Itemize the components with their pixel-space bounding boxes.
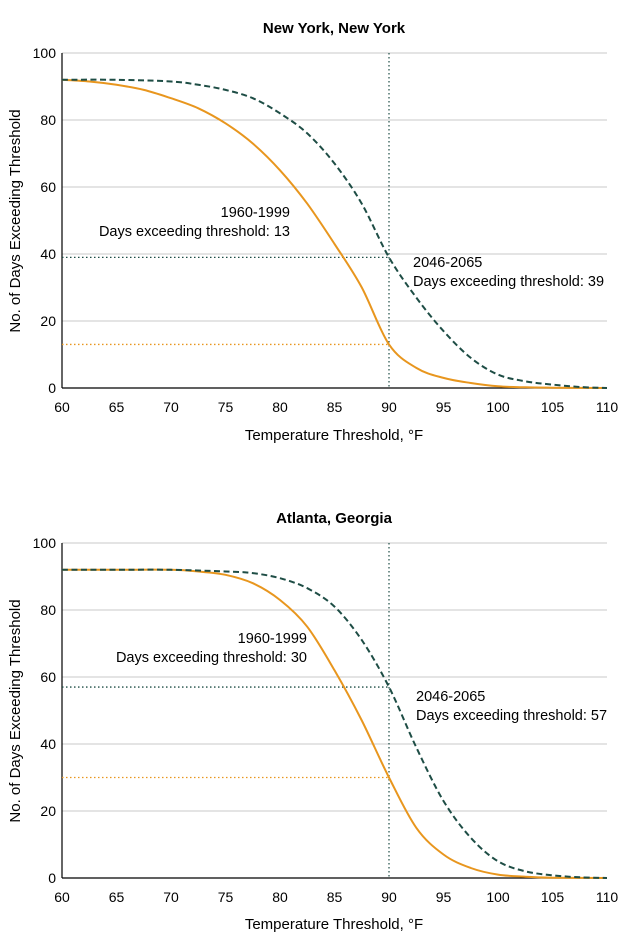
annotation-1960-1999-period: 1960-1999	[221, 205, 290, 221]
y-tick-label: 100	[33, 45, 57, 61]
x-tick-labels: 60 65 70 75 80 85 90 95 100 105 110	[54, 399, 618, 415]
x-tick-label: 100	[486, 399, 510, 415]
annotation-1960-1999-days: Days exceeding threshold: 13	[99, 224, 290, 240]
y-axis-label: No. of Days Exceeding Threshold	[7, 599, 24, 822]
x-tick-label: 105	[541, 889, 565, 905]
y-tick-label: 20	[40, 803, 56, 819]
y-tick-label: 40	[40, 736, 56, 752]
y-tick-label: 20	[40, 313, 56, 329]
y-tick-label: 40	[40, 246, 56, 262]
annotation-1960-1999-period: 1960-1999	[238, 631, 307, 647]
y-tick-label: 100	[33, 535, 57, 551]
annotation-2046-2065-period: 2046-2065	[413, 255, 482, 271]
series-line-2046-2065	[62, 568, 608, 879]
y-tick-label: 60	[40, 179, 56, 195]
y-tick-label: 0	[48, 380, 56, 396]
x-tick-label: 75	[218, 889, 234, 905]
x-tick-label: 90	[381, 889, 397, 905]
x-tick-label: 75	[218, 399, 234, 415]
gridlines	[61, 52, 607, 389]
x-axis-label: Temperature Threshold, °F	[245, 916, 423, 933]
x-tick-label: 60	[54, 399, 70, 415]
y-axis-label: No. of Days Exceeding Threshold	[7, 109, 24, 332]
chart-title: Atlanta, Georgia	[276, 510, 393, 527]
x-tick-label: 85	[327, 399, 343, 415]
y-tick-label: 80	[40, 602, 56, 618]
x-tick-label: 105	[541, 399, 565, 415]
x-tick-label: 95	[436, 399, 452, 415]
y-tick-label: 60	[40, 669, 56, 685]
annotation-2046-2065-days: Days exceeding threshold: 39	[413, 274, 604, 290]
x-tick-label: 80	[272, 399, 288, 415]
x-tick-label: 65	[109, 889, 125, 905]
annotation-2046-2065-days: Days exceeding threshold: 57	[416, 708, 607, 724]
chart-title: New York, New York	[263, 20, 406, 37]
x-tick-label: 110	[596, 889, 619, 905]
y-tick-label: 80	[40, 112, 56, 128]
x-tick-label: 60	[54, 889, 70, 905]
gridlines	[61, 542, 607, 879]
chart-new-york: New York, New York 60 65 70 75 80 85 90 95 100 10…	[7, 20, 618, 444]
x-tick-label: 80	[272, 889, 288, 905]
y-tick-label: 0	[48, 870, 56, 886]
threshold-lines	[62, 686, 389, 779]
x-axis-label: Temperature Threshold, °F	[245, 427, 423, 444]
annotation-1960-1999-days: Days exceeding threshold: 30	[116, 650, 307, 666]
x-tick-label: 110	[596, 399, 619, 415]
series-lines	[62, 568, 608, 879]
x-tick-label: 95	[436, 889, 452, 905]
threshold-lines	[62, 256, 389, 346]
x-tick-label: 65	[109, 399, 125, 415]
annotation-2046-2065-period: 2046-2065	[416, 689, 485, 705]
x-tick-label: 70	[163, 399, 179, 415]
series-lines	[61, 78, 608, 389]
x-tick-label: 85	[327, 889, 343, 905]
chart-atlanta: Atlanta, Georgia 60 65 70 75 80 85 90 95 100 105 1…	[7, 510, 618, 933]
x-tick-label: 70	[163, 889, 179, 905]
series-line-2046-2065	[61, 78, 608, 389]
x-tick-label: 100	[486, 889, 510, 905]
y-tick-labels: 0 20 40 60 80 100	[33, 535, 57, 886]
y-tick-labels: 0 20 40 60 80 100	[33, 45, 57, 396]
x-tick-label: 90	[381, 399, 397, 415]
series-line-1960-1999	[61, 78, 608, 389]
x-tick-labels: 60 65 70 75 80 85 90 95 100 105 110	[54, 889, 618, 905]
